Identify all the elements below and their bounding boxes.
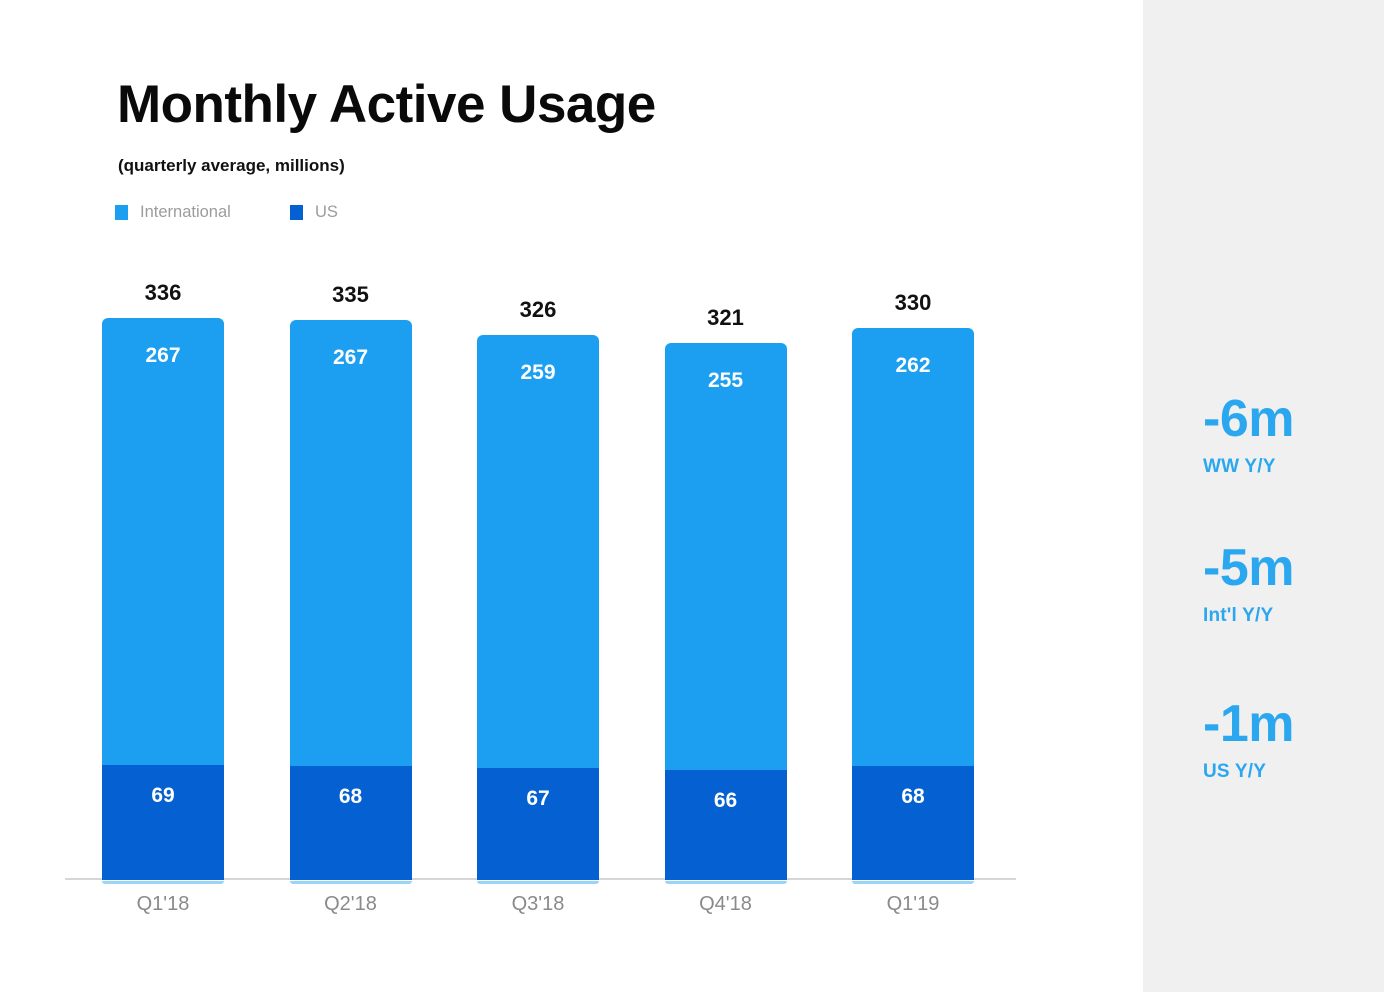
total-label: 321 — [707, 305, 744, 330]
segment-value-label: 67 — [526, 787, 550, 810]
bar-Q1'18: 336 267 69 Q1'18 — [102, 0, 224, 992]
total-label: 335 — [332, 282, 369, 307]
us-segment: 68 — [852, 766, 974, 880]
segment-value-label: 267 — [145, 344, 181, 367]
stat-intl-yoy: -5m Int'l Y/Y — [1203, 541, 1294, 627]
x-axis-label: Q4'18 — [699, 893, 752, 915]
bar-foot — [852, 881, 974, 884]
us-segment: 67 — [477, 768, 599, 880]
segment-value-label: 255 — [707, 369, 744, 392]
legend-item-international: International — [115, 203, 231, 222]
international-segment: 267 — [289, 320, 412, 766]
legend-item-us: US — [290, 203, 338, 222]
bar-Q2'18: 335 267 68 Q2'18 — [289, 0, 412, 992]
legend-label-us: US — [315, 203, 338, 221]
segment-value-label: 267 — [332, 346, 369, 369]
page-subtitle: (quarterly average, millions) — [118, 156, 345, 175]
segment-value-label: 66 — [713, 789, 738, 812]
total-label: 330 — [894, 290, 932, 315]
bar-foot — [289, 881, 412, 884]
us-swatch-icon — [290, 205, 303, 220]
segment-value-label: 68 — [338, 785, 363, 808]
us-segment: 66 — [664, 770, 787, 880]
total-label: 326 — [519, 297, 557, 322]
bar-foot — [102, 881, 224, 884]
stat-label: WW Y/Y — [1203, 455, 1276, 477]
page-title: Monthly Active Usage — [117, 75, 656, 134]
x-axis-label: Q3'18 — [511, 893, 565, 915]
international-swatch-icon — [115, 205, 128, 220]
segment-value-label: 68 — [901, 785, 925, 808]
x-axis-label: Q2'18 — [324, 893, 377, 915]
segment-value-label: 262 — [895, 354, 931, 377]
sidebar: -6m WW Y/Y -5m Int'l Y/Y -1m US Y/Y — [1143, 0, 1384, 992]
international-segment: 259 — [477, 335, 599, 768]
bar-Q1'19: 330 262 68 Q1'19 — [852, 0, 974, 992]
legend-label-international: International — [140, 203, 231, 221]
stat-label: Int'l Y/Y — [1203, 604, 1274, 626]
bar-foot — [477, 881, 599, 884]
x-axis-label: Q1'19 — [886, 893, 940, 915]
segment-value-label: 259 — [520, 361, 556, 384]
bar-Q4'18: 321 255 66 Q4'18 — [664, 0, 787, 992]
x-axis-label: Q1'18 — [136, 893, 190, 915]
bar-foot — [664, 881, 787, 884]
bar-Q3'18: 326 259 67 Q3'18 — [477, 0, 599, 992]
stat-value: -6m — [1203, 390, 1294, 448]
international-segment: 267 — [102, 318, 224, 765]
segment-value-label: 69 — [151, 784, 175, 807]
stat-ww-yoy: -6m WW Y/Y — [1203, 392, 1294, 478]
stat-value: -5m — [1203, 539, 1294, 597]
international-segment: 262 — [852, 328, 974, 766]
stat-label: US Y/Y — [1203, 760, 1267, 782]
stat-us-yoy: -1m US Y/Y — [1203, 697, 1294, 783]
us-segment: 69 — [102, 765, 224, 880]
us-segment: 68 — [289, 766, 412, 880]
total-label: 336 — [144, 280, 182, 305]
stat-value: -1m — [1203, 695, 1294, 753]
international-segment: 255 — [664, 343, 787, 770]
